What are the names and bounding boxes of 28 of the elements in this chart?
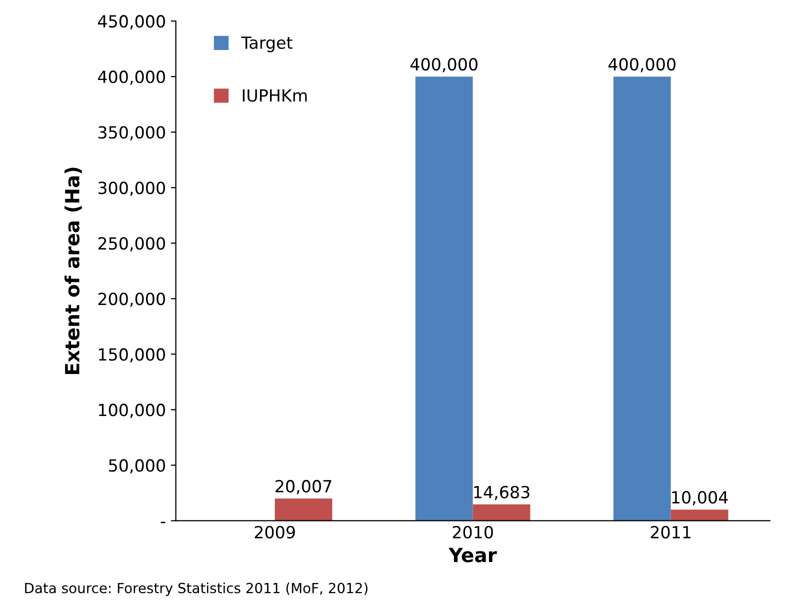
data-label: 400,000 <box>410 58 478 72</box>
y-tick-label: 250,000 <box>98 237 165 252</box>
bar <box>670 510 728 521</box>
y-tick-label: 450,000 <box>98 15 165 30</box>
x-axis-title: Year <box>448 548 497 562</box>
data-label: 10,004 <box>672 491 728 506</box>
data-label: 20,007 <box>276 480 332 494</box>
y-tick-label: 350,000 <box>98 126 165 140</box>
y-tick-label: 400,000 <box>98 70 165 85</box>
y-axis-title: Extent of area (Ha) <box>64 168 82 374</box>
legend-label: Target <box>241 36 292 52</box>
y-tick-label: - <box>160 522 166 524</box>
data-label: 14,683 <box>474 486 530 500</box>
source-note: Data source: Forestry Statistics 2011 (MoF, 2012) <box>25 582 368 596</box>
y-tick-label: 200,000 <box>98 292 165 307</box>
y-tick-label: 50,000 <box>109 459 165 474</box>
y-tick-label: 100,000 <box>99 404 165 418</box>
bar <box>415 76 473 521</box>
x-tick-label: 2011 <box>650 526 690 538</box>
bar <box>472 504 530 521</box>
x-tick-label: 2010 <box>452 526 493 538</box>
x-tick-label: 2009 <box>254 526 295 538</box>
legend-label: IUPHKm <box>242 89 307 102</box>
bar <box>274 498 332 521</box>
y-tick-label: 300,000 <box>98 182 165 196</box>
data-label: 400,000 <box>608 58 676 72</box>
bar <box>613 76 671 521</box>
y-tick-label: 150,000 <box>99 348 165 362</box>
